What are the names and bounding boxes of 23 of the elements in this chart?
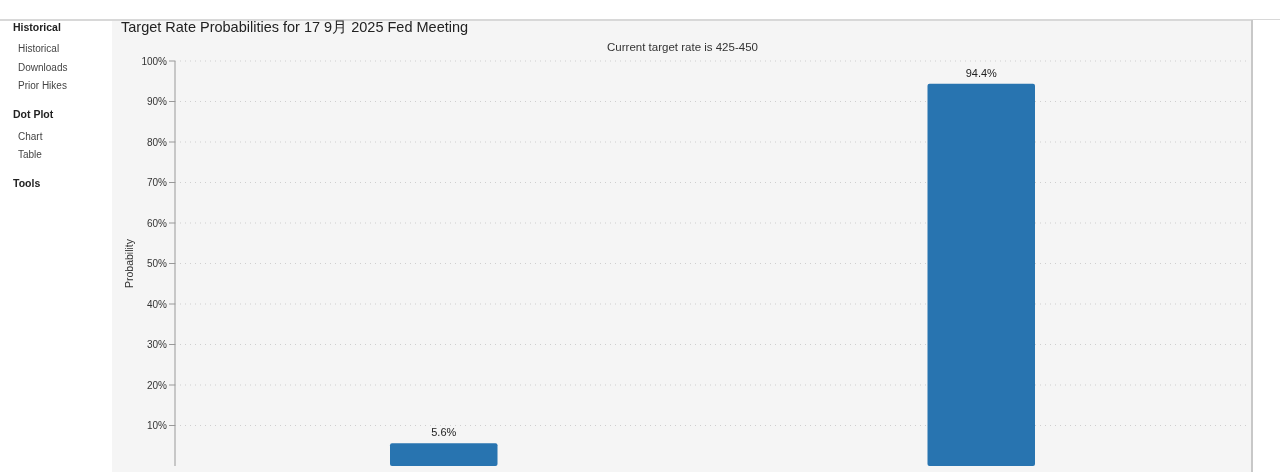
chart-title: Target Rate Probabilities for 17 9月 2025 Fed Meeting bbox=[121, 19, 469, 35]
y-axis-title: Probability bbox=[123, 238, 135, 289]
y-tick-label: 50% bbox=[146, 258, 168, 269]
data-label: 94.4% bbox=[965, 66, 998, 79]
y-tick-label: 40% bbox=[146, 298, 168, 310]
y-tick-label: 80% bbox=[146, 136, 168, 148]
text: Tools bbox=[13, 177, 41, 189]
text: Table bbox=[18, 149, 43, 160]
y-tick-label: 100% bbox=[141, 55, 168, 67]
y-tick-label: 70% bbox=[146, 177, 168, 188]
y-tick-label: 90% bbox=[146, 96, 168, 107]
text: Dot Plot bbox=[13, 108, 54, 120]
y-tick-label: 30% bbox=[146, 339, 168, 350]
text: Prior Hikes bbox=[18, 80, 67, 91]
text: Chart bbox=[18, 131, 43, 142]
y-tick-label: 10% bbox=[146, 420, 168, 431]
y-tick-label: 60% bbox=[146, 217, 168, 229]
data-label: 5.6% bbox=[431, 426, 457, 439]
chart-subtitle: Current target rate is 425-450 bbox=[607, 41, 758, 53]
text: Historical bbox=[13, 21, 61, 33]
y-tick-label: 20% bbox=[146, 379, 168, 391]
text: Downloads bbox=[18, 62, 68, 73]
text: Historical bbox=[18, 43, 60, 54]
